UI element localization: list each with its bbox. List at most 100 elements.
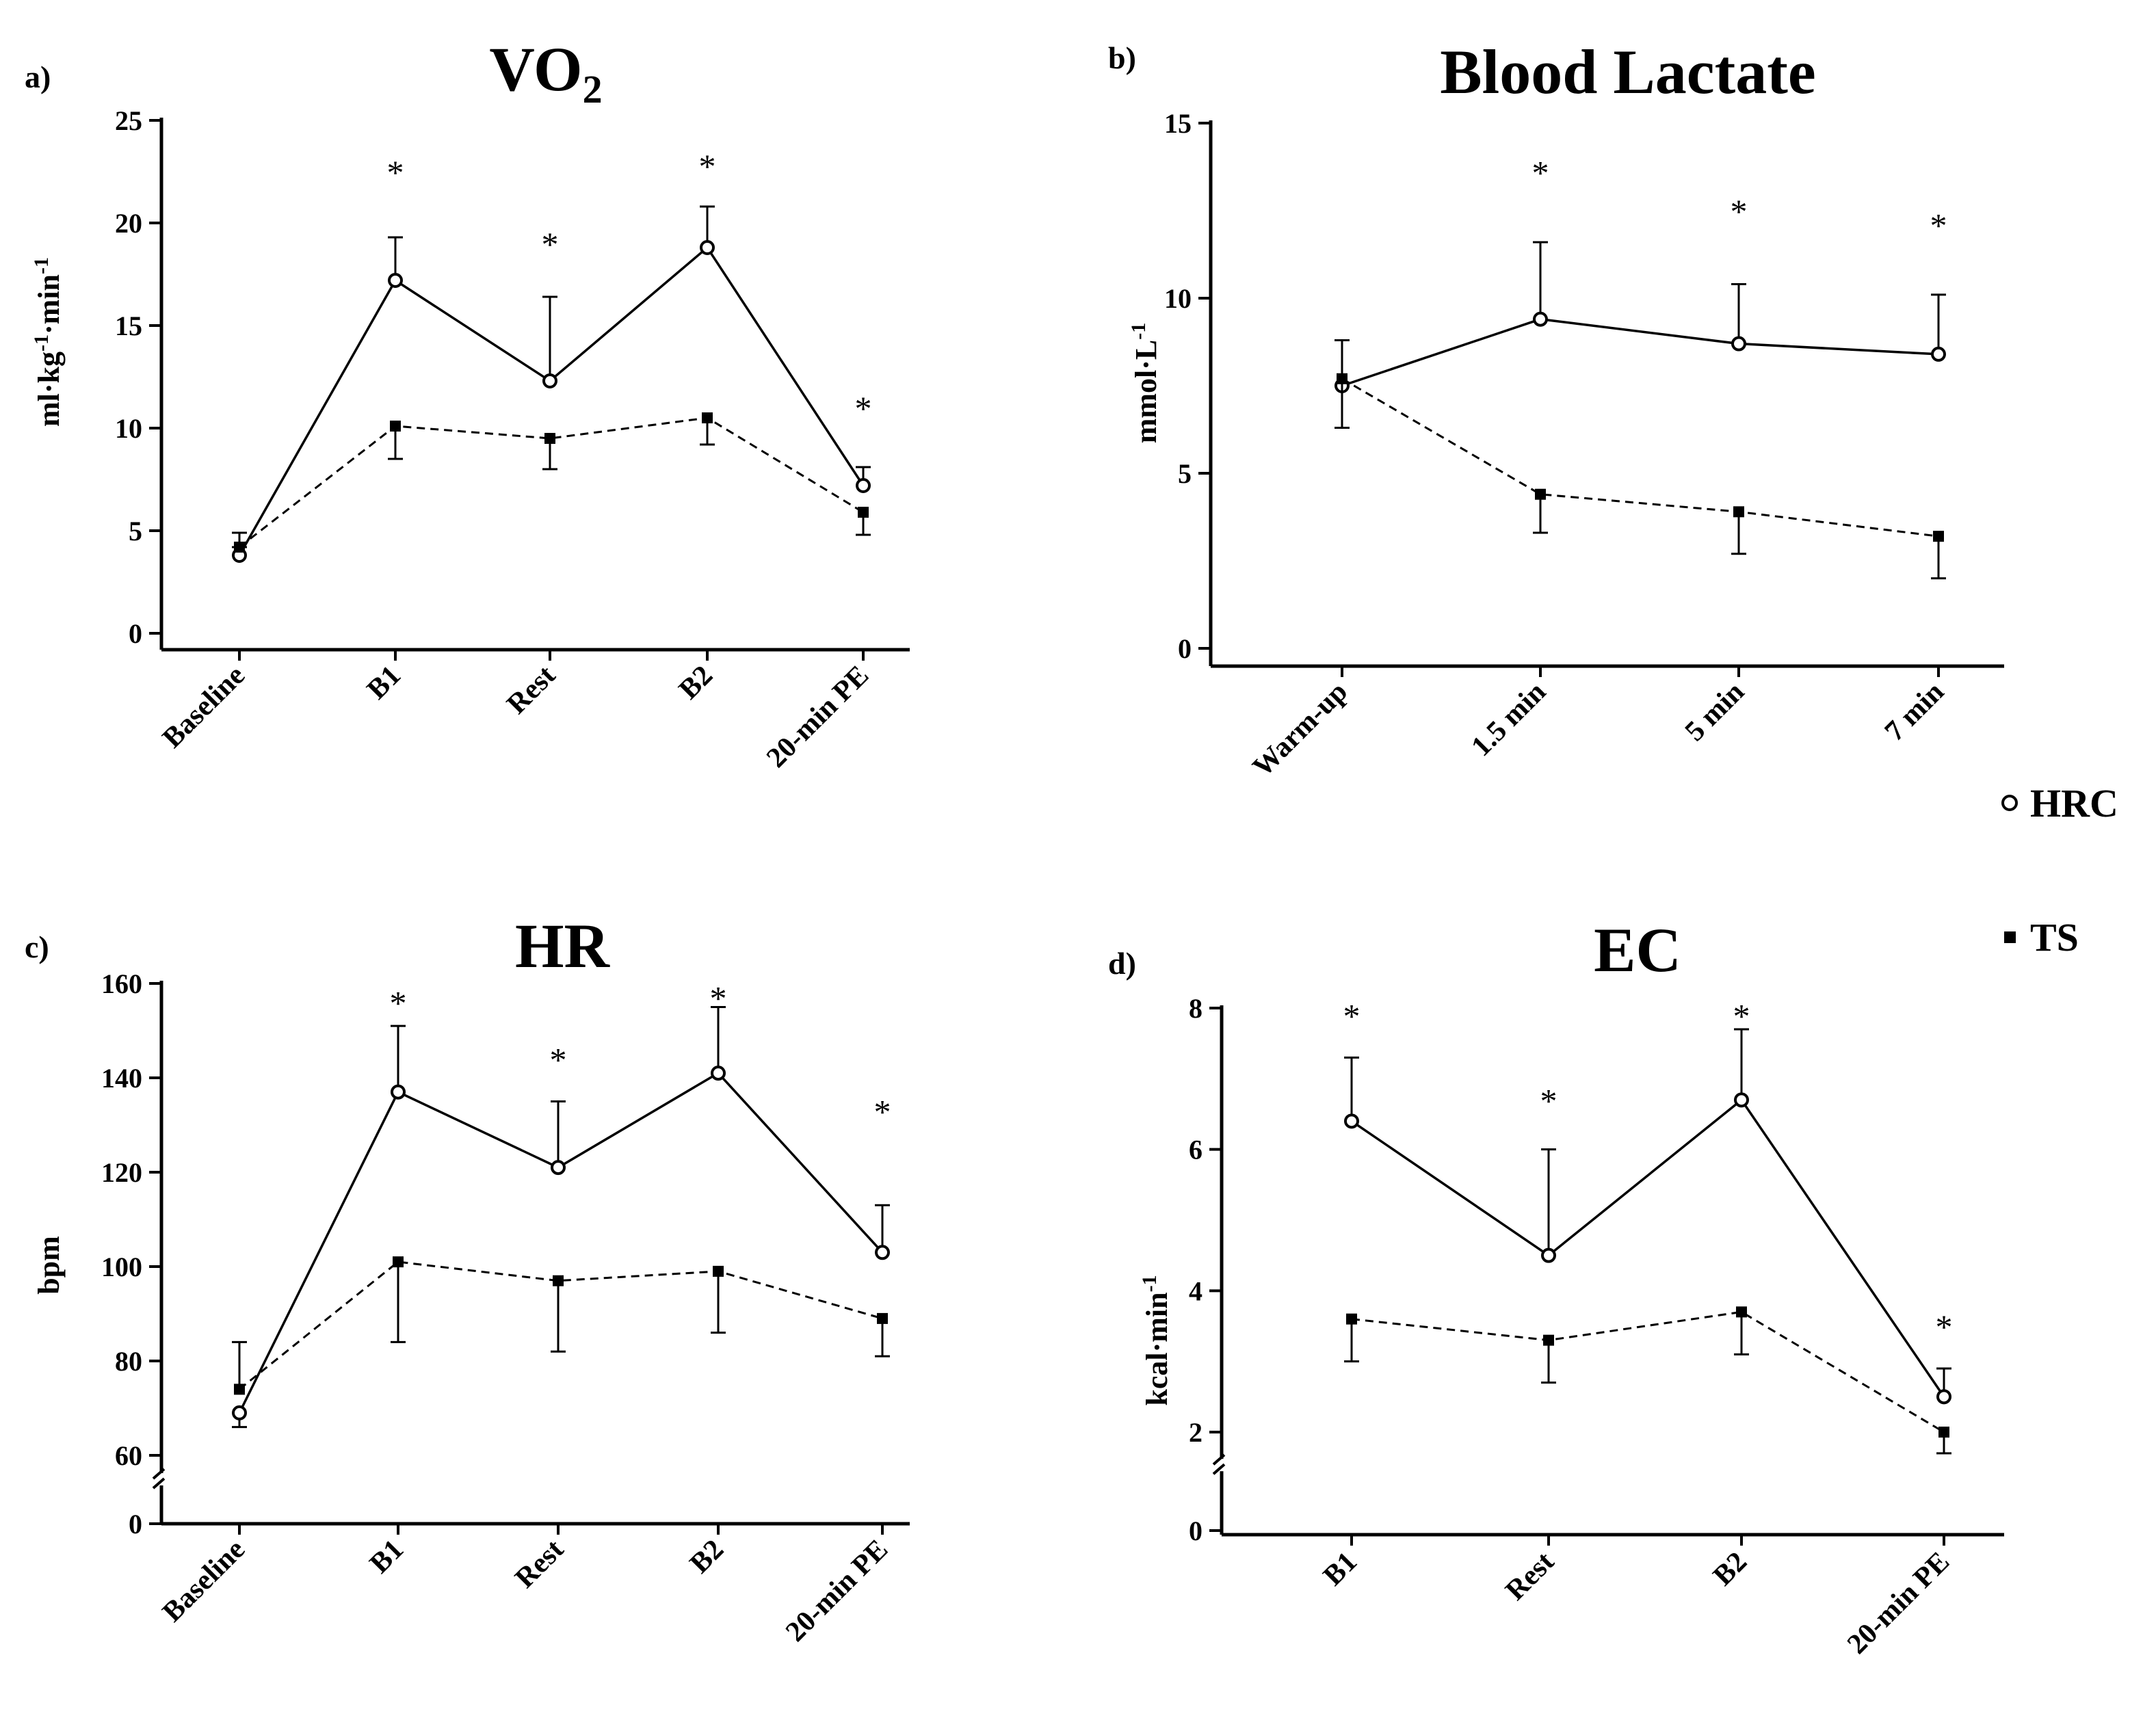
significance-marker: * — [550, 1040, 567, 1079]
x-tick-label: Warm-up — [1247, 676, 1354, 783]
series-line — [1341, 317, 1939, 387]
y-tick-label: 10 — [115, 413, 142, 444]
series-hrc — [1344, 1028, 1951, 1405]
significance-marker: * — [855, 389, 872, 427]
legend-item-ts: TS — [2004, 915, 2079, 960]
y-tick-label: 5 — [1178, 458, 1192, 489]
panel-label: a) — [25, 59, 51, 94]
significance-marker: * — [874, 1092, 891, 1130]
axis-break-mark — [152, 1477, 166, 1490]
panel-3: d) EC kcal·min-1 0 2 4 6 8 B1 Rest B2 20-min PE * * * * — [1108, 915, 2004, 1661]
y-axis-label: kcal·min-1 — [1138, 1275, 1174, 1405]
y-tick-label: 140 — [101, 1063, 142, 1094]
y-tick-label: 10 — [1164, 283, 1192, 314]
series-line — [1341, 378, 1939, 538]
y-tick-label: 0 — [129, 618, 142, 649]
legend-ts-label: TS — [2030, 915, 2079, 960]
series-ts — [232, 412, 871, 553]
y-tick-label: 120 — [101, 1157, 142, 1188]
data-point-hrc — [551, 1160, 566, 1176]
significance-marker: * — [1343, 996, 1360, 1035]
data-point-ts — [1337, 373, 1348, 384]
y-tick-label: 20 — [115, 208, 142, 239]
series-ts — [232, 1256, 890, 1395]
y-tick-label: 0 — [1189, 1516, 1202, 1546]
x-tick-label: Rest — [1499, 1546, 1560, 1607]
significance-marker: * — [1930, 206, 1947, 244]
data-point-hrc — [1734, 1092, 1749, 1108]
data-point-ts — [1938, 1427, 1949, 1438]
legend: HRC TS — [2001, 781, 2118, 960]
x-tick-label: B1 — [361, 660, 407, 706]
x-tick-label: B1 — [1317, 1546, 1363, 1592]
panel-1: b) Blood Lactate mmol·L-1 0 5 10 15 Warm-up 1.5 … — [1108, 37, 2004, 783]
series-line — [1351, 1310, 1945, 1433]
series-line — [1351, 1098, 1945, 1398]
y-tick-label: 60 — [115, 1440, 142, 1471]
data-point-hrc — [232, 1405, 247, 1420]
series-ts — [1344, 1306, 1951, 1455]
y-tick-label: 2 — [1189, 1417, 1202, 1448]
y-tick-label: 0 — [129, 1509, 142, 1539]
legend-ts-marker — [2004, 931, 2016, 943]
axis-break-mark — [1212, 1463, 1226, 1475]
y-tick-label: 15 — [115, 310, 142, 341]
panel-label: b) — [1108, 40, 1136, 75]
x-tick-label: B2 — [673, 660, 719, 706]
significance-marker: * — [387, 153, 404, 191]
y-tick-label: 25 — [115, 105, 142, 136]
data-point-hrc — [875, 1245, 890, 1260]
x-tick-label: 1.5 min — [1465, 676, 1552, 763]
y-tick-label: 0 — [1178, 633, 1192, 664]
y-tick-label: 100 — [101, 1252, 142, 1282]
significance-marker: * — [1532, 154, 1549, 192]
significance-marker: * — [1540, 1081, 1557, 1120]
y-tick-label: 80 — [115, 1346, 142, 1377]
significance-marker: * — [542, 225, 559, 263]
significance-marker: * — [710, 979, 727, 1018]
x-tick-label: B2 — [684, 1534, 730, 1580]
series-line — [238, 246, 865, 556]
panel-label: c) — [25, 929, 49, 964]
y-tick-label: 5 — [129, 516, 142, 546]
y-tick-label: 8 — [1189, 993, 1202, 1024]
panel-label: d) — [1108, 946, 1136, 981]
significance-marker: * — [1936, 1308, 1953, 1346]
chart-title: HR — [515, 911, 611, 981]
significance-marker: * — [699, 147, 716, 185]
data-point-hrc — [1931, 346, 1946, 362]
data-point-ts — [702, 412, 713, 423]
data-point-hrc — [542, 373, 557, 388]
chart-title-subscript: 2 — [583, 67, 603, 111]
x-tick-label: Rest — [509, 1534, 570, 1595]
series-ts — [1335, 373, 1946, 580]
data-point-ts — [1733, 506, 1744, 518]
data-point-hrc — [391, 1084, 406, 1100]
series-line — [239, 1260, 883, 1390]
data-point-ts — [858, 507, 869, 518]
x-tick-label: 5 min — [1679, 676, 1750, 748]
data-point-ts — [1535, 488, 1546, 500]
data-point-hrc — [1533, 311, 1548, 327]
y-tick-label: 160 — [101, 968, 142, 999]
data-point-hrc — [1936, 1389, 1951, 1405]
x-tick-label: B2 — [1707, 1546, 1753, 1592]
significance-marker: * — [1731, 192, 1748, 230]
significance-marker: * — [390, 984, 407, 1022]
data-point-ts — [713, 1265, 724, 1277]
significance-marker: * — [1733, 996, 1750, 1035]
data-point-ts — [390, 421, 401, 432]
series-line — [238, 1071, 884, 1414]
data-point-hrc — [1541, 1247, 1556, 1263]
y-axis-label: ml·kg-1·min-1 — [30, 257, 66, 427]
axis-break-mark — [152, 1468, 166, 1480]
data-point-hrc — [388, 273, 403, 288]
data-point-ts — [1933, 531, 1944, 542]
data-point-ts — [234, 1384, 245, 1395]
panel-2: c) HR bpm 0 60 80 100 120 140 160 Baseline B1 Rest B2… — [25, 911, 910, 1648]
data-point-ts — [553, 1275, 564, 1286]
chart-title: EC — [1594, 915, 1681, 985]
data-point-hrc — [711, 1066, 726, 1081]
data-point-ts — [1543, 1334, 1554, 1346]
